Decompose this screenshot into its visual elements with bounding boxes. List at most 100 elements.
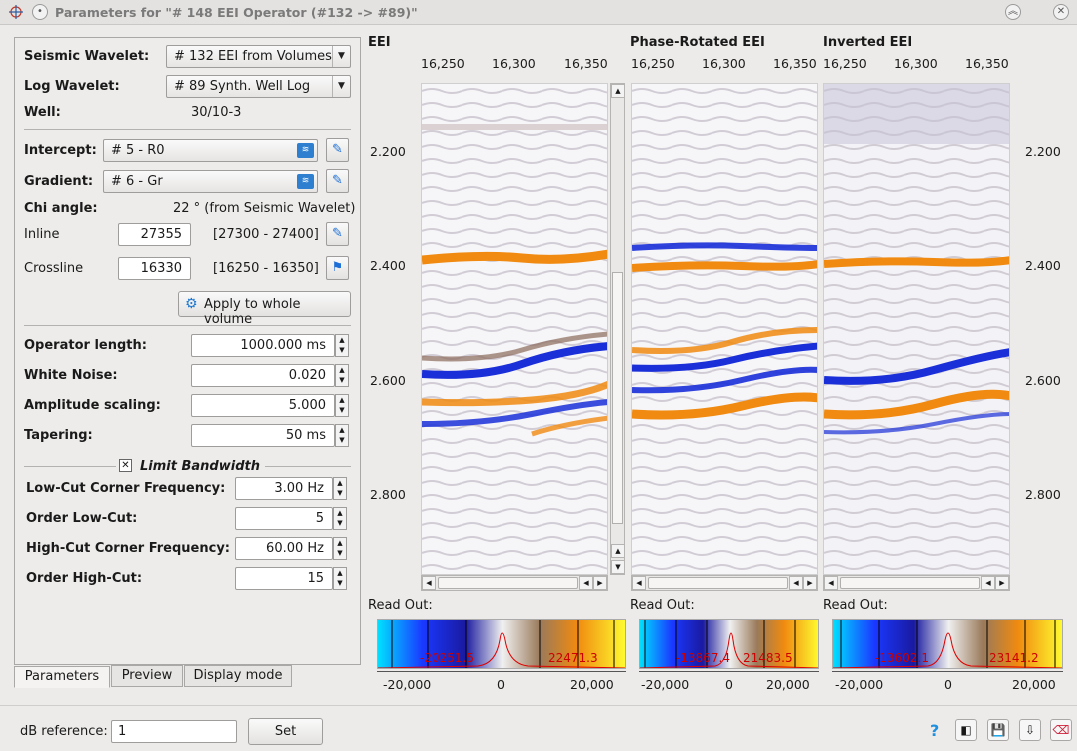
colorbar-tick-label: 20,000 bbox=[570, 677, 614, 692]
volume-icon: ≋ bbox=[297, 143, 314, 158]
operator-length-label: Operator length: bbox=[24, 338, 147, 353]
seismic-section-phase-rotated[interactable] bbox=[631, 83, 818, 575]
order-low-cut-input[interactable]: 5 bbox=[235, 507, 333, 530]
horizontal-scrollbar[interactable]: ◀ ◀ ▶ bbox=[631, 575, 818, 591]
low-cut-input[interactable]: 3.00 Hz bbox=[235, 477, 333, 500]
colorbar-tick-label: 0 bbox=[725, 677, 733, 692]
db-reference-label: dB reference: bbox=[20, 724, 108, 739]
scroll-down-icon[interactable]: ▼ bbox=[611, 560, 625, 574]
delete-icon[interactable]: ⌫ bbox=[1050, 719, 1072, 741]
apply-whole-volume-button[interactable]: ⚙ Apply to whole volume bbox=[178, 291, 351, 327]
colorbar-high-value: 22471.3 bbox=[548, 651, 598, 665]
chevron-down-icon: ▼ bbox=[332, 46, 350, 67]
colorbar-low-value: -20251.5 bbox=[420, 651, 474, 665]
db-reference-input[interactable]: 1 bbox=[111, 720, 237, 743]
bottom-bar: dB reference: 1 Set ? ◧ 💾 ⇩ ⌫ bbox=[0, 705, 1077, 751]
colorbar-image bbox=[833, 620, 1062, 668]
colorbar-tick-label: 20,000 bbox=[766, 677, 810, 692]
low-cut-value: 3.00 Hz bbox=[274, 481, 324, 496]
maximize-icon[interactable]: ︽ bbox=[1005, 4, 1021, 20]
tab-preview[interactable]: Preview bbox=[111, 665, 183, 687]
x-tick-label: 16,250 bbox=[421, 56, 465, 71]
pipette-icon: ✎ bbox=[332, 142, 343, 157]
app-logo-icon bbox=[8, 4, 24, 20]
scroll-left-icon[interactable]: ◀ bbox=[789, 576, 803, 590]
amplitude-scaling-stepper[interactable]: ▲ ▼ bbox=[335, 394, 349, 417]
gradient-select[interactable]: # 6 - Gr ≋ bbox=[103, 170, 318, 193]
white-noise-input[interactable]: 0.020 bbox=[191, 364, 335, 387]
tapering-stepper[interactable]: ▲ ▼ bbox=[335, 424, 349, 447]
tapering-input[interactable]: 50 ms bbox=[191, 424, 335, 447]
apply-label: Apply to whole volume bbox=[204, 297, 301, 327]
colorbar-tick-label: -20,000 bbox=[641, 677, 690, 692]
scroll-up-icon[interactable]: ▲ bbox=[611, 544, 625, 558]
scrollbar-thumb[interactable] bbox=[840, 577, 980, 589]
scrollbar-thumb[interactable] bbox=[438, 577, 578, 589]
scroll-left-icon[interactable]: ◀ bbox=[579, 576, 593, 590]
log-wavelet-select[interactable]: # 89 Synth. Well Log ▼ bbox=[166, 75, 351, 98]
inline-value: 27355 bbox=[140, 227, 182, 242]
scroll-left-icon[interactable]: ◀ bbox=[632, 576, 646, 590]
order-high-cut-input[interactable]: 15 bbox=[235, 567, 333, 590]
set-button[interactable]: Set bbox=[248, 718, 323, 745]
y-tick-label: 2.400 bbox=[370, 258, 406, 273]
vertical-scrollbar[interactable]: ▲ ▲ ▼ bbox=[610, 83, 625, 575]
amplitude-scaling-label: Amplitude scaling: bbox=[24, 398, 161, 413]
gradient-label: Gradient: bbox=[24, 174, 94, 189]
pick-gradient-button[interactable]: ✎ bbox=[326, 169, 349, 193]
window-menu-icon[interactable]: • bbox=[32, 4, 48, 20]
seismic-image bbox=[632, 84, 817, 574]
order-low-cut-stepper[interactable]: ▲ ▼ bbox=[333, 507, 347, 530]
volume-icon: ≋ bbox=[297, 174, 314, 189]
close-icon[interactable]: ✕ bbox=[1053, 4, 1069, 20]
save-icon[interactable]: 💾 bbox=[987, 719, 1009, 741]
limit-bandwidth-checkbox[interactable]: ✕ bbox=[119, 459, 132, 472]
colorbar-high-value: 21483.5 bbox=[743, 651, 793, 665]
scrollbar-thumb[interactable] bbox=[648, 577, 788, 589]
high-cut-stepper[interactable]: ▲ ▼ bbox=[333, 537, 347, 560]
colorbar-axis bbox=[639, 671, 819, 672]
amplitude-scaling-value: 5.000 bbox=[288, 398, 326, 413]
high-cut-label: High-Cut Corner Frequency: bbox=[26, 541, 231, 556]
tab-parameters[interactable]: Parameters bbox=[14, 666, 110, 688]
low-cut-stepper[interactable]: ▲ ▼ bbox=[333, 477, 347, 500]
seismic-wavelet-label: Seismic Wavelet: bbox=[24, 49, 150, 64]
help-icon[interactable]: ? bbox=[930, 721, 940, 740]
crossline-input[interactable]: 16330 bbox=[118, 257, 191, 280]
divider bbox=[265, 466, 351, 467]
x-tick-label: 16,300 bbox=[702, 56, 746, 71]
seismic-section-eei[interactable] bbox=[421, 83, 608, 575]
scroll-right-icon[interactable]: ▶ bbox=[803, 576, 817, 590]
seismic-section-inverted[interactable] bbox=[823, 83, 1010, 575]
flag-button[interactable]: ⚑ bbox=[326, 256, 349, 280]
amplitude-scaling-input[interactable]: 5.000 bbox=[191, 394, 335, 417]
scroll-up-icon[interactable]: ▲ bbox=[611, 84, 625, 98]
intercept-select[interactable]: # 5 - R0 ≋ bbox=[103, 139, 318, 162]
x-tick-label: 16,300 bbox=[492, 56, 536, 71]
pick-position-button[interactable]: ✎ bbox=[326, 222, 349, 246]
order-high-cut-stepper[interactable]: ▲ ▼ bbox=[333, 567, 347, 590]
scroll-left-icon[interactable]: ◀ bbox=[824, 576, 838, 590]
scrollbar-thumb[interactable] bbox=[612, 272, 623, 524]
scroll-right-icon[interactable]: ▶ bbox=[593, 576, 607, 590]
horizontal-scrollbar[interactable]: ◀ ◀ ▶ bbox=[421, 575, 608, 591]
display-settings-icon[interactable]: ◧ bbox=[955, 719, 977, 741]
low-cut-label: Low-Cut Corner Frequency: bbox=[26, 481, 226, 496]
scroll-left-icon[interactable]: ◀ bbox=[981, 576, 995, 590]
scroll-right-icon[interactable]: ▶ bbox=[995, 576, 1009, 590]
horizontal-scrollbar[interactable]: ◀ ◀ ▶ bbox=[823, 575, 1010, 591]
colorbar-tick-label: 0 bbox=[944, 677, 952, 692]
y-tick-label: 2.200 bbox=[370, 144, 406, 159]
scroll-left-icon[interactable]: ◀ bbox=[422, 576, 436, 590]
seismic-wavelet-select[interactable]: # 132 EEI from Volumes ▼ bbox=[166, 45, 351, 68]
white-noise-stepper[interactable]: ▲ ▼ bbox=[335, 364, 349, 387]
chevron-down-icon: ▼ bbox=[332, 76, 350, 97]
tab-display-mode[interactable]: Display mode bbox=[184, 665, 292, 687]
inline-input[interactable]: 27355 bbox=[118, 223, 191, 246]
high-cut-input[interactable]: 60.00 Hz bbox=[235, 537, 333, 560]
operator-length-stepper[interactable]: ▲ ▼ bbox=[335, 334, 349, 357]
operator-length-input[interactable]: 1000.000 ms bbox=[191, 334, 335, 357]
y-tick-label: 2.800 bbox=[1025, 487, 1061, 502]
export-icon[interactable]: ⇩ bbox=[1019, 719, 1041, 741]
pick-intercept-button[interactable]: ✎ bbox=[326, 138, 349, 162]
